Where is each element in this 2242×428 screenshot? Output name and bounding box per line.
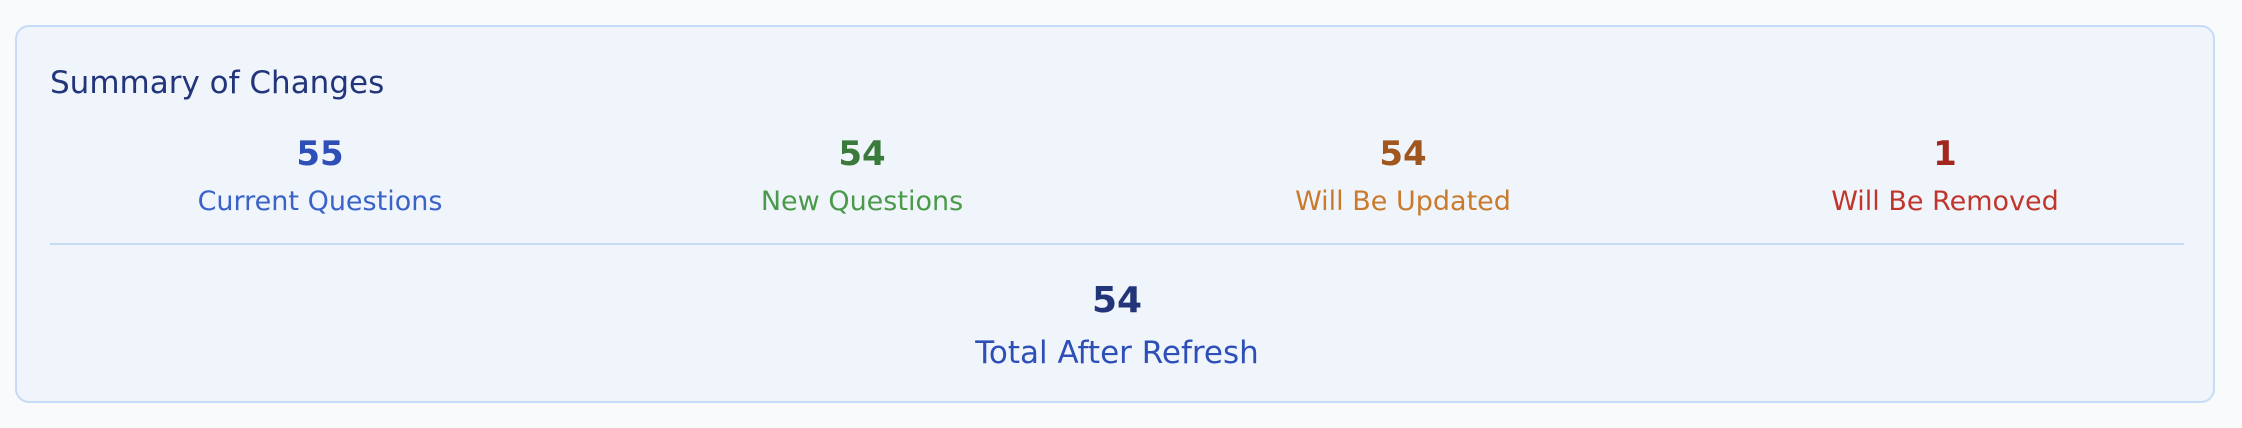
stat-will-be-updated-value: 54: [1379, 134, 1427, 174]
stat-current-questions: 55 Current Questions: [50, 132, 590, 222]
stat-will-be-updated-label: Will Be Updated: [1295, 186, 1511, 217]
stat-will-be-removed-value: 1: [1933, 134, 1957, 174]
stat-new-questions-label: New Questions: [760, 186, 964, 217]
total-after-refresh-label: Total After Refresh: [975, 335, 1259, 371]
total-after-refresh: 54 Total After Refresh: [50, 277, 2184, 375]
stat-new-questions-value: 54: [838, 134, 886, 174]
stat-will-be-removed-label: Will Be Removed: [1831, 186, 2059, 217]
stat-will-be-updated: 54 Will Be Updated: [1133, 132, 1673, 222]
summary-divider: [50, 243, 2184, 245]
total-after-refresh-value: 54: [1091, 280, 1143, 321]
summary-card: Summary of Changes 55 Current Questions …: [15, 25, 2215, 403]
stat-new-questions: 54 New Questions: [592, 132, 1132, 222]
stat-will-be-removed: 1 Will Be Removed: [1675, 132, 2215, 222]
summary-title: Summary of Changes: [50, 65, 385, 101]
stat-current-questions-label: Current Questions: [197, 186, 443, 217]
stat-current-questions-value: 55: [296, 134, 344, 174]
stats-row: 55 Current Questions 54 New Questions 54…: [50, 132, 2184, 252]
